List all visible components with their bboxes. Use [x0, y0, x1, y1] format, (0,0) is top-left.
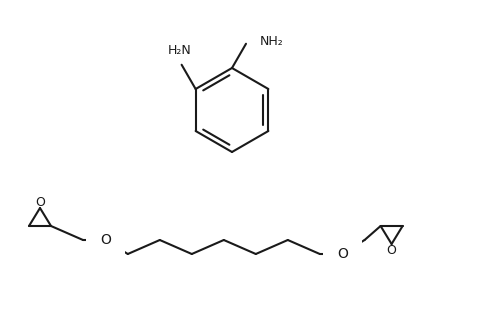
Text: NH₂: NH₂: [260, 35, 284, 48]
Text: O: O: [337, 247, 348, 261]
Text: O: O: [35, 196, 45, 209]
Text: O: O: [100, 233, 111, 247]
Text: O: O: [387, 244, 397, 257]
Text: H₂N: H₂N: [168, 44, 192, 57]
